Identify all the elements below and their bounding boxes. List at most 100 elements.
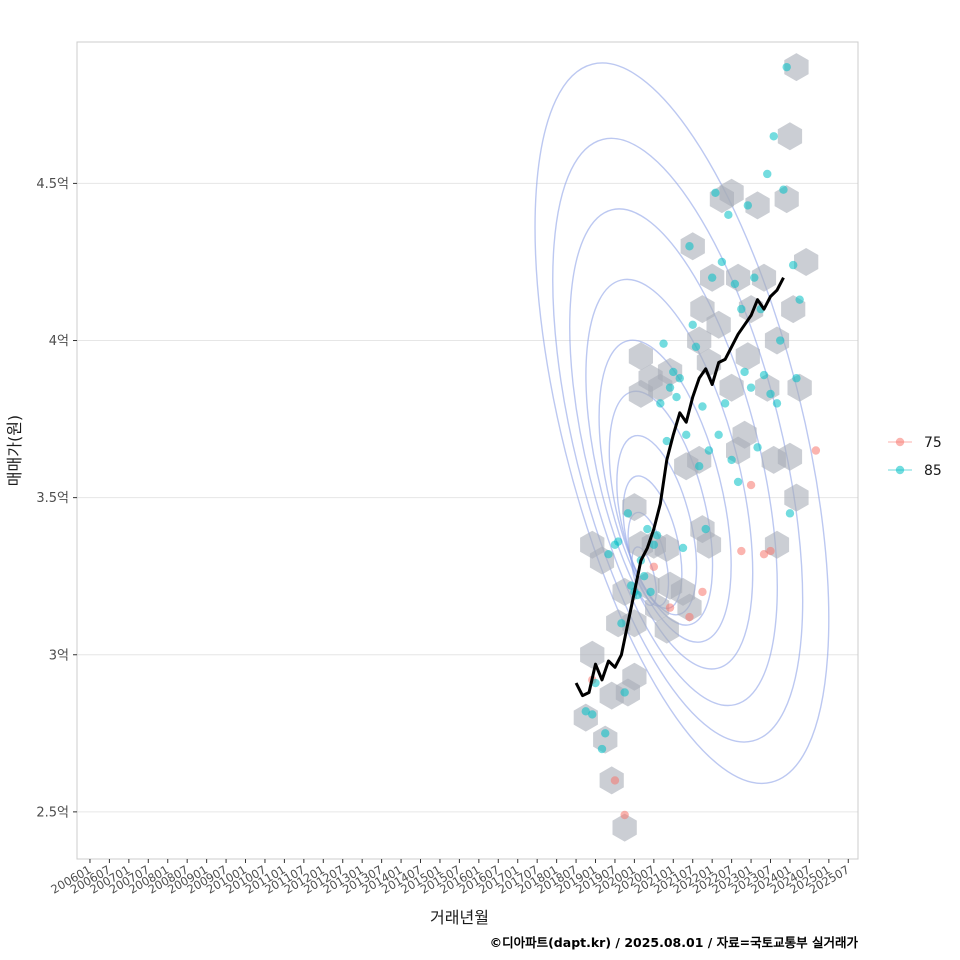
legend-key-dot — [895, 437, 905, 447]
data-point-75 — [811, 446, 821, 455]
hex-bin — [645, 593, 670, 622]
data-point-85 — [733, 477, 743, 487]
data-point-85 — [788, 260, 798, 270]
data-point-75 — [766, 546, 775, 556]
data-point-75 — [620, 810, 629, 820]
data-point-85 — [730, 279, 740, 289]
hex-bin — [696, 530, 722, 559]
hex-bin — [690, 295, 715, 324]
data-point-85 — [785, 509, 795, 518]
density-contour — [598, 339, 732, 643]
hex-bin — [784, 53, 809, 82]
hex-bin — [784, 483, 809, 512]
data-point-85 — [597, 744, 607, 754]
hex-bin — [777, 122, 803, 151]
data-point-85 — [717, 257, 727, 267]
data-point-75 — [737, 546, 746, 556]
data-point-85 — [769, 132, 778, 141]
y-gridlines — [77, 182, 858, 813]
density-contours — [534, 62, 830, 785]
hex-bin — [677, 593, 702, 622]
hex-bins — [573, 53, 819, 842]
x-axis-title: 거래년월 — [430, 908, 489, 927]
legend: 75 85 — [888, 435, 942, 479]
data-point-85 — [591, 678, 600, 688]
data-point-85 — [678, 543, 688, 553]
hex-bin — [751, 263, 777, 292]
data-point-85 — [753, 443, 762, 452]
hex-bin — [654, 615, 679, 644]
density-contour — [552, 137, 804, 743]
data-point-85 — [776, 336, 785, 345]
data-point-85 — [675, 374, 684, 383]
data-point-85 — [581, 707, 590, 716]
hex-bin — [612, 813, 637, 842]
data-point-85 — [691, 342, 701, 352]
data-point-85 — [695, 462, 704, 471]
data-point-75 — [746, 480, 756, 490]
data-points — [581, 62, 821, 820]
hex-bin — [719, 373, 744, 402]
data-point-75 — [665, 603, 675, 612]
data-point-85 — [779, 185, 788, 194]
hex-bin — [719, 178, 744, 207]
hex-bin — [628, 342, 653, 371]
data-point-85 — [711, 188, 720, 198]
legend-label: 85 — [924, 463, 942, 479]
data-point-85 — [672, 392, 681, 402]
data-point-75 — [759, 549, 769, 559]
data-point-85 — [759, 370, 769, 380]
legend-label: 75 — [924, 435, 942, 451]
data-point-85 — [707, 273, 717, 282]
hex-bin — [735, 342, 760, 371]
hex-bin — [745, 191, 770, 220]
data-point-85 — [623, 509, 633, 518]
trend-line-path — [574, 277, 785, 698]
data-point-85 — [763, 169, 772, 179]
data-point-85 — [669, 367, 678, 377]
data-point-85 — [617, 619, 626, 628]
data-point-85 — [698, 402, 707, 411]
density-contour — [569, 208, 778, 707]
data-point-85 — [743, 201, 753, 210]
hex-bin — [622, 662, 647, 691]
data-point-85 — [792, 374, 801, 383]
data-point-85 — [766, 389, 775, 399]
data-point-75 — [698, 587, 707, 597]
data-point-85 — [662, 436, 672, 446]
data-point-85 — [643, 524, 652, 534]
y-axis-title: 매매가(원) — [5, 415, 24, 486]
data-point-85 — [601, 729, 610, 738]
x-tick-label: 202507 — [807, 862, 852, 896]
y-tick-label: 4.5억 — [36, 177, 69, 192]
hex-bin — [777, 442, 803, 471]
data-point-85 — [613, 537, 623, 546]
data-point-85 — [688, 320, 697, 330]
hex-bin — [654, 533, 679, 562]
data-point-85 — [724, 210, 733, 220]
y-tick-label: 2.5억 — [36, 805, 69, 820]
source-caption: ©디아파트(dapt.kr) / 2025.08.01 / 자료=국토교통부 실… — [490, 935, 859, 950]
data-point-75 — [610, 776, 620, 785]
data-point-85 — [665, 383, 675, 392]
hex-bin — [580, 640, 605, 669]
data-point-85 — [746, 383, 756, 392]
legend-key-dot — [895, 465, 905, 475]
hex-bin — [706, 310, 731, 339]
data-point-85 — [704, 446, 714, 455]
data-point-85 — [620, 688, 629, 697]
data-point-85 — [795, 295, 804, 304]
data-point-85 — [701, 524, 710, 534]
data-point-85 — [685, 242, 694, 251]
data-point-85 — [639, 571, 649, 581]
data-point-85 — [649, 540, 659, 549]
data-point-85 — [714, 430, 723, 439]
hex-bin — [755, 373, 780, 402]
data-point-85 — [646, 587, 655, 597]
data-point-85 — [727, 455, 736, 465]
y-tick-label: 4억 — [49, 334, 69, 349]
data-point-85 — [737, 304, 746, 314]
data-point-85 — [659, 339, 668, 348]
data-point-75 — [649, 562, 659, 571]
